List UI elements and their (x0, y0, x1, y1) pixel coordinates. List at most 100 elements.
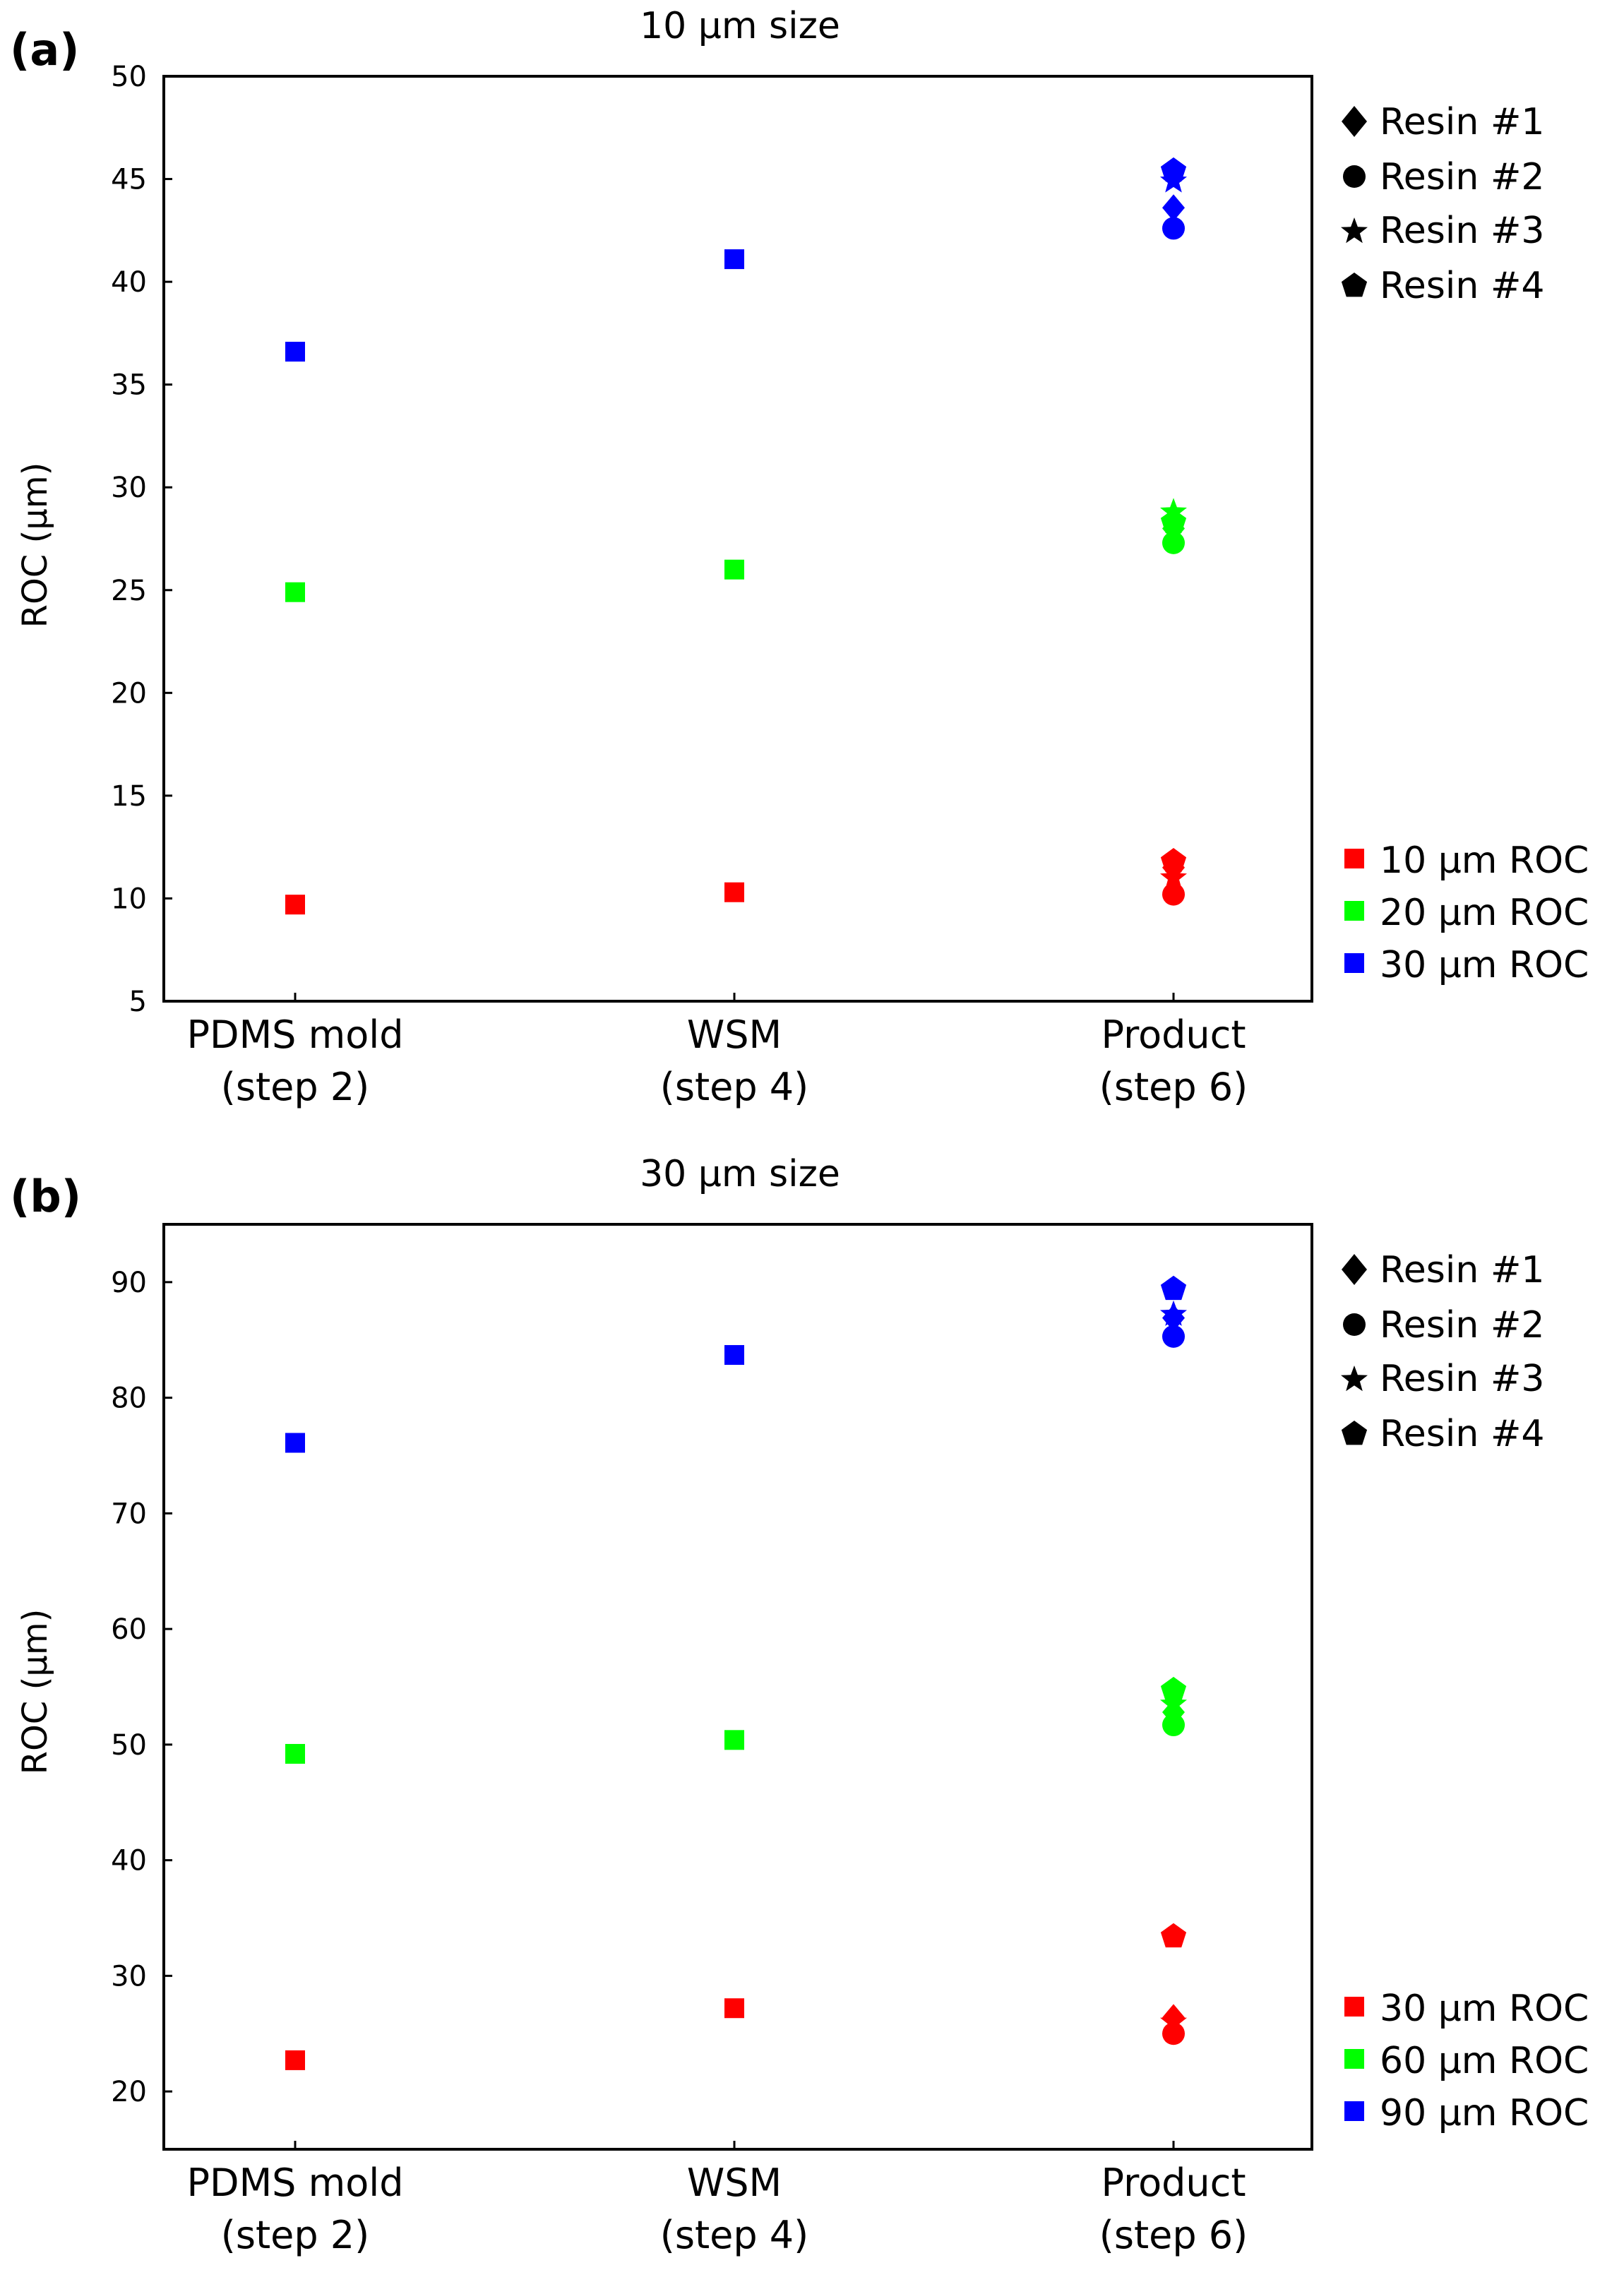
panel-b-title: 30 μm size (640, 1153, 840, 1195)
data-point-square (724, 882, 744, 902)
panel-a-y-axis-label: ROC (μm) (16, 462, 55, 628)
data-point-square (724, 1998, 744, 2019)
legend-marker-resin-4 (1341, 273, 1368, 297)
panel-a: (a) 10 μm size ROC (μm) 5 10 15 20 25 30 35 40 4… (10, 5, 1589, 1109)
x-category-sublabel: (step 6) (1099, 2213, 1248, 2257)
y-tick-label: 45 (111, 164, 147, 196)
panel-b: (b) 30 μm size ROC (μm) 20 30 40 50 60 70 80 90… (10, 1153, 1589, 2257)
legend-marker-resin-3 (1341, 1366, 1368, 1392)
panel-b-y-axis-label: ROC (μm) (16, 1609, 55, 1775)
data-point-pentagon (1160, 1275, 1187, 1301)
legend-diamond-icon (1342, 1254, 1367, 1285)
data-point-circle (1162, 217, 1185, 240)
x-category-label: PDMS mold (186, 1012, 403, 1057)
data-point-square (724, 1345, 744, 1366)
legend-swatch-blue (1344, 2101, 1364, 2121)
data-point-circle (1162, 883, 1185, 906)
y-tick-label: 15 (111, 780, 147, 813)
legend-marker-resin-4 (1341, 1421, 1368, 1445)
y-tick-label: 20 (111, 2076, 147, 2108)
data-point-circle (1162, 1325, 1185, 1348)
panel-b-data-points (285, 1275, 1187, 2070)
y-tick-label: 40 (111, 1845, 147, 1877)
x-category-label: PDMS mold (186, 2161, 403, 2205)
x-category-sublabel: (step 2) (221, 2213, 369, 2257)
y-tick-label: 80 (111, 1382, 147, 1415)
panel-b-shape-legend: Resin #1 Resin #2 Resin #3 Resin #4 (1341, 1249, 1544, 1455)
legend-swatch-green (1344, 901, 1364, 921)
data-point-square (724, 559, 744, 580)
legend-swatch-red (1344, 1997, 1364, 2017)
legend-swatch-red (1344, 849, 1364, 868)
panel-a-color-legend: 10 μm ROC 20 μm ROC 30 μm ROC (1344, 840, 1589, 986)
data-point-star (1160, 864, 1187, 890)
legend-marker-resin-1 (1342, 106, 1367, 137)
y-tick-label: 25 (111, 575, 147, 607)
data-point-square (724, 249, 744, 270)
panel-a-shape-legend: Resin #1 Resin #2 Resin #3 Resin #4 (1341, 101, 1544, 307)
legend-star-icon (1341, 217, 1368, 244)
legend-label-resin-3: Resin #3 (1380, 1358, 1544, 1400)
x-category-sublabel: (step 2) (221, 1065, 369, 1109)
legend-swatch-green (1344, 2049, 1364, 2069)
data-point-square (285, 2050, 305, 2070)
legend-diamond-icon (1342, 106, 1367, 137)
data-point-star (1160, 498, 1187, 524)
data-point-star (1160, 2007, 1187, 2034)
legend-label-resin-4: Resin #4 (1380, 1413, 1544, 1455)
panel-a-plot-frame (162, 75, 1313, 1003)
data-point-square (285, 895, 305, 915)
panel-a-label: (a) (10, 24, 80, 76)
data-point-diamond (1162, 194, 1185, 222)
panel-b-color-legend: 30 μm ROC 60 μm ROC 90 μm ROC (1344, 1988, 1589, 2134)
legend-star-icon (1341, 1366, 1368, 1392)
legend-marker-resin-3 (1341, 217, 1368, 244)
data-point-square (285, 342, 305, 362)
panel-a-data-points (285, 157, 1187, 915)
x-category-label: Product (1101, 2161, 1246, 2205)
y-tick-label: 70 (111, 1498, 147, 1530)
panel-a-x-ticks: PDMS mold (step 2) WSM (step 4) Product (step… (186, 993, 1248, 1109)
y-tick-label: 35 (111, 369, 147, 402)
y-tick-label: 50 (111, 1729, 147, 1762)
data-point-square (724, 1730, 744, 1750)
legend-label-red-roc: 30 μm ROC (1380, 1988, 1589, 2030)
data-point-star (1160, 167, 1187, 193)
legend-label-blue-roc: 90 μm ROC (1380, 2092, 1589, 2134)
legend-label-resin-2: Resin #2 (1380, 156, 1544, 198)
y-tick-label: 40 (111, 266, 147, 299)
legend-marker-resin-2 (1343, 1313, 1366, 1336)
data-point-square (285, 582, 305, 602)
legend-circle-icon (1343, 1313, 1366, 1336)
data-point-circle (1162, 2022, 1185, 2045)
x-category-label: Product (1101, 1012, 1246, 1057)
y-tick-label: 30 (111, 472, 147, 504)
panel-a-title: 10 μm size (640, 5, 840, 47)
y-tick-label: 90 (111, 1267, 147, 1299)
panel-b-plot-frame (162, 1223, 1313, 2151)
legend-label-resin-2: Resin #2 (1380, 1304, 1544, 1346)
legend-label-resin-4: Resin #4 (1380, 265, 1544, 307)
legend-marker-resin-2 (1343, 165, 1366, 188)
legend-pentagon-icon (1341, 1421, 1368, 1445)
panel-b-label: (b) (10, 1171, 81, 1222)
legend-label-green-roc: 20 μm ROC (1380, 892, 1589, 934)
legend-pentagon-icon (1341, 273, 1368, 297)
data-point-pentagon (1160, 1923, 1187, 1948)
y-tick-label: 50 (111, 61, 147, 93)
legend-label-green-roc: 60 μm ROC (1380, 2040, 1589, 2082)
y-tick-label: 5 (129, 986, 147, 1018)
legend-label-resin-3: Resin #3 (1380, 210, 1544, 252)
x-category-sublabel: (step 6) (1099, 1065, 1248, 1109)
legend-label-blue-roc: 30 μm ROC (1380, 944, 1589, 986)
y-tick-label: 10 (111, 883, 147, 915)
y-tick-label: 20 (111, 677, 147, 710)
data-point-square (285, 1433, 305, 1453)
y-tick-label: 60 (111, 1613, 147, 1646)
data-point-star (1160, 1690, 1187, 1716)
legend-label-resin-1: Resin #1 (1380, 101, 1544, 143)
data-point-square (285, 1743, 305, 1764)
legend-label-resin-1: Resin #1 (1380, 1249, 1544, 1291)
y-tick-label: 30 (111, 1960, 147, 1993)
